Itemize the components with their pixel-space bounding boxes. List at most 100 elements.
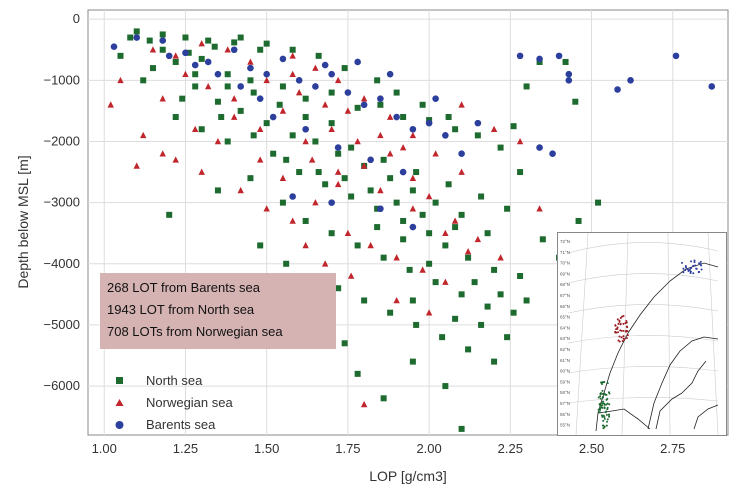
norwegian-sea-well: [617, 331, 620, 334]
north-sea-point: [504, 205, 511, 212]
x-tick-label: 2.50: [579, 441, 604, 456]
north-sea-well: [604, 411, 607, 414]
north-sea-point: [224, 83, 231, 90]
north-sea-point: [517, 169, 524, 176]
north-sea-well: [601, 404, 604, 407]
norwegian-sea-point: [302, 241, 309, 249]
norwegian-sea-point: [419, 266, 426, 273]
norwegian-sea-point: [334, 168, 342, 175]
north-sea-point: [474, 132, 481, 139]
north-sea-point: [426, 260, 433, 267]
norwegian-sea-well: [614, 324, 617, 327]
north-sea-well: [603, 416, 606, 419]
north-sea-point: [302, 217, 309, 224]
north-sea-point: [497, 144, 504, 151]
norwegian-sea-point: [490, 125, 498, 133]
north-sea-point: [172, 114, 179, 121]
north-sea-point: [283, 260, 290, 267]
north-sea-well: [599, 395, 602, 398]
norwegian-sea-point: [198, 168, 205, 175]
north-sea-well: [603, 417, 606, 420]
north-sea-point: [393, 199, 400, 206]
norwegian-sea-point: [360, 400, 368, 408]
north-sea-point: [510, 123, 517, 130]
x-tick-labels: 1.00 1.25 1.50 1.75 2.00 2.25 2.50 2.75: [92, 441, 686, 456]
legend: North sea Norwegian sea Barents sea: [115, 373, 233, 432]
north-sea-well: [600, 414, 603, 417]
north-sea-point: [263, 40, 270, 47]
north-sea-point: [218, 114, 225, 121]
norwegian-sea-well: [622, 314, 625, 317]
north-sea-point: [289, 132, 296, 139]
north-sea-well: [606, 420, 609, 423]
barents-sea-point: [289, 193, 296, 200]
north-sea-well: [608, 403, 611, 406]
north-sea-point: [192, 71, 199, 78]
north-sea-point: [484, 303, 491, 310]
north-sea-point: [231, 39, 238, 46]
north-sea-point: [452, 315, 459, 322]
barents-sea-well: [697, 270, 700, 273]
north-sea-well: [605, 424, 608, 427]
north-sea-point: [491, 358, 498, 365]
north-sea-point: [458, 425, 465, 432]
north-sea-point: [179, 95, 186, 102]
barents-sea-well: [693, 259, 696, 262]
norwegian-sea-well: [622, 329, 625, 332]
barents-sea-point: [182, 49, 189, 57]
annotation-line-north: 1943 LOT from North sea: [107, 302, 255, 317]
norwegian-sea-point: [312, 64, 319, 71]
norwegian-sea-point: [367, 241, 374, 249]
north-sea-point: [491, 266, 498, 273]
north-sea-point: [380, 395, 387, 402]
map-latitude-label: 56°N: [560, 412, 570, 417]
x-tick-label: 1.25: [173, 441, 198, 456]
north-sea-point: [504, 334, 511, 341]
north-sea-point: [471, 279, 478, 286]
norwegian-sea-point: [347, 272, 355, 279]
north-sea-point: [445, 114, 452, 121]
x-tick-label: 1.50: [254, 441, 279, 456]
barents-sea-point: [672, 52, 680, 60]
north-sea-point: [575, 217, 582, 224]
north-sea-point: [413, 321, 420, 328]
north-sea-point: [484, 230, 491, 237]
annotation-line-norwegian: 708 LOTs from Norwegian sea: [107, 324, 283, 339]
map-latitude-label: 62°N: [560, 347, 570, 352]
norwegian-sea-point: [205, 82, 212, 90]
norwegian-sea-point: [334, 76, 342, 84]
norwegian-sea-point: [425, 309, 433, 316]
norwegian-sea-point: [263, 76, 270, 84]
norwegian-sea-well: [620, 336, 623, 339]
barents-sea-point: [458, 150, 465, 158]
norwegian-sea-point: [289, 217, 296, 224]
north-sea-point: [377, 101, 384, 108]
barents-sea-point: [399, 168, 407, 176]
barents-sea-point: [432, 95, 439, 102]
north-sea-well: [603, 425, 606, 428]
barents-sea-well: [700, 264, 703, 267]
north-sea-point: [432, 279, 439, 286]
north-sea-point: [289, 46, 296, 53]
north-sea-point: [406, 266, 413, 273]
north-sea-well: [597, 410, 600, 413]
north-sea-well: [599, 407, 602, 410]
north-sea-point: [214, 98, 221, 105]
norwegian-sea-well: [616, 326, 619, 329]
barents-sea-well: [692, 264, 695, 267]
norwegian-sea-point: [308, 156, 316, 163]
north-sea-well: [599, 397, 602, 400]
north-sea-point: [419, 211, 426, 218]
barents-sea-well: [690, 260, 693, 263]
north-sea-point: [380, 156, 387, 163]
y-axis-label: Depth below MSL [m]: [15, 155, 31, 288]
barents-sea-point: [328, 70, 335, 78]
north-sea-point: [127, 34, 134, 41]
norwegian-sea-point: [230, 113, 238, 120]
norwegian-sea-well: [622, 322, 625, 325]
north-sea-point: [523, 83, 530, 90]
barents-sea-well: [692, 272, 695, 275]
norwegian-sea-point: [536, 205, 543, 212]
north-sea-point: [302, 95, 309, 102]
barents-sea-point: [708, 83, 716, 90]
